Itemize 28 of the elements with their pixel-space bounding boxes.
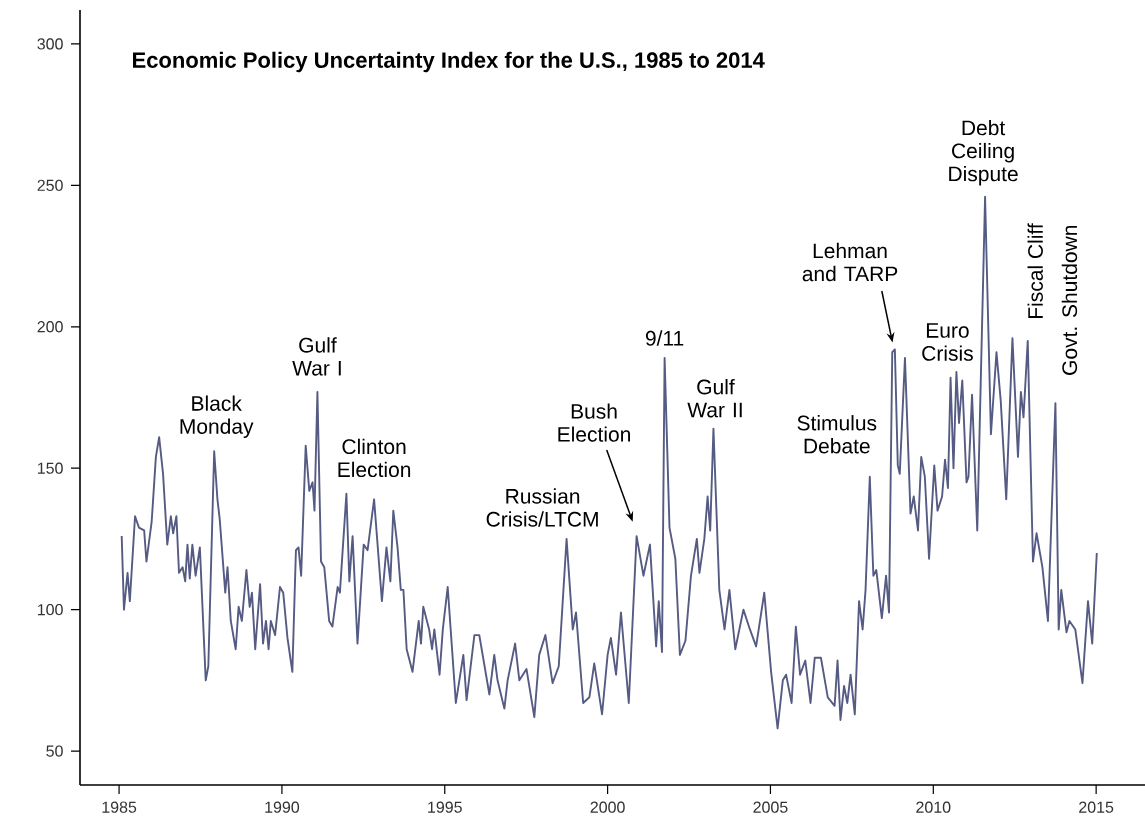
y-tick-label: 300 [37,38,63,50]
annotation: Fiscal Cliff [1027,223,1043,318]
annotation: Gulf War II [687,378,742,418]
annotation: 9/11 [645,330,684,346]
x-tick-label: 2010 [916,801,951,813]
y-tick-label: 200 [37,321,63,333]
annotation: Clinton Election [338,438,411,478]
text: Economic Policy Uncertainty Index for the U.S., 1985 to 2014 [133,51,765,73]
x-tick-label: 2005 [753,801,788,813]
annotation: Bush Election [558,403,630,442]
y-tick-label: 50 [46,745,63,757]
annotation: Govt. Shutdown [1061,225,1078,375]
annotation: Russian Crisis/LTCM [486,488,598,527]
annotation: Stimulus Debate [797,415,877,454]
x-tick-label: 1990 [265,801,300,813]
x-tick-label: 2015 [1079,801,1114,813]
line-series [120,195,1098,730]
x-tick-label: 1985 [102,801,137,813]
annotation: Gulf War I [292,337,341,376]
annotation: Debt Ceiling Dispute [949,119,1018,186]
y-tick-label: 250 [37,179,63,192]
y-tick-label: 100 [38,603,63,616]
annotation: Lehman and TARP [802,242,898,282]
y-tick-label: 150 [38,462,63,474]
x-tick-label: 1995 [428,801,462,813]
annotation: Euro Crisis [922,323,973,361]
x-tick-label: 2000 [590,801,625,813]
annotation: Black Monday [180,395,254,439]
